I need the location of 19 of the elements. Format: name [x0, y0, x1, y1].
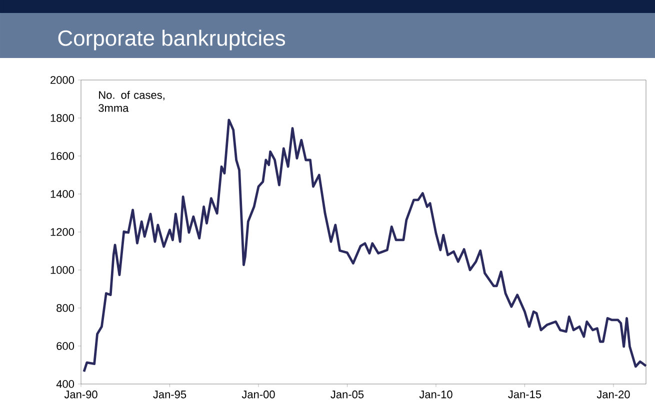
y-tick-label: 2000 — [50, 76, 74, 84]
annotation: No. of cases, 3mma — [98, 90, 164, 112]
chart-title: Corporate bankruptcies — [58, 30, 286, 50]
x-tick-label: Jan-90 — [64, 390, 98, 398]
y-tick-label: 600 — [56, 342, 74, 350]
line-series — [82, 118, 648, 373]
x-tick-label: Jan-10 — [419, 390, 452, 398]
y-tick-label: 800 — [56, 304, 74, 312]
y-tick-label: 1000 — [50, 266, 74, 274]
y-tick-label: 1600 — [50, 152, 74, 160]
y-tick-label: 1200 — [50, 228, 74, 236]
x-tick-label: Jan-05 — [330, 390, 364, 398]
x-tick-label: Jan-00 — [242, 390, 275, 398]
y-tick-label: 1400 — [50, 190, 74, 198]
y-tick-label: 1800 — [50, 114, 74, 122]
x-tick-label: Jan-95 — [153, 390, 186, 398]
y-tick-label: 400 — [56, 380, 74, 388]
x-tick-label: Jan-20 — [596, 390, 630, 398]
x-tick-label: Jan-15 — [508, 390, 542, 398]
